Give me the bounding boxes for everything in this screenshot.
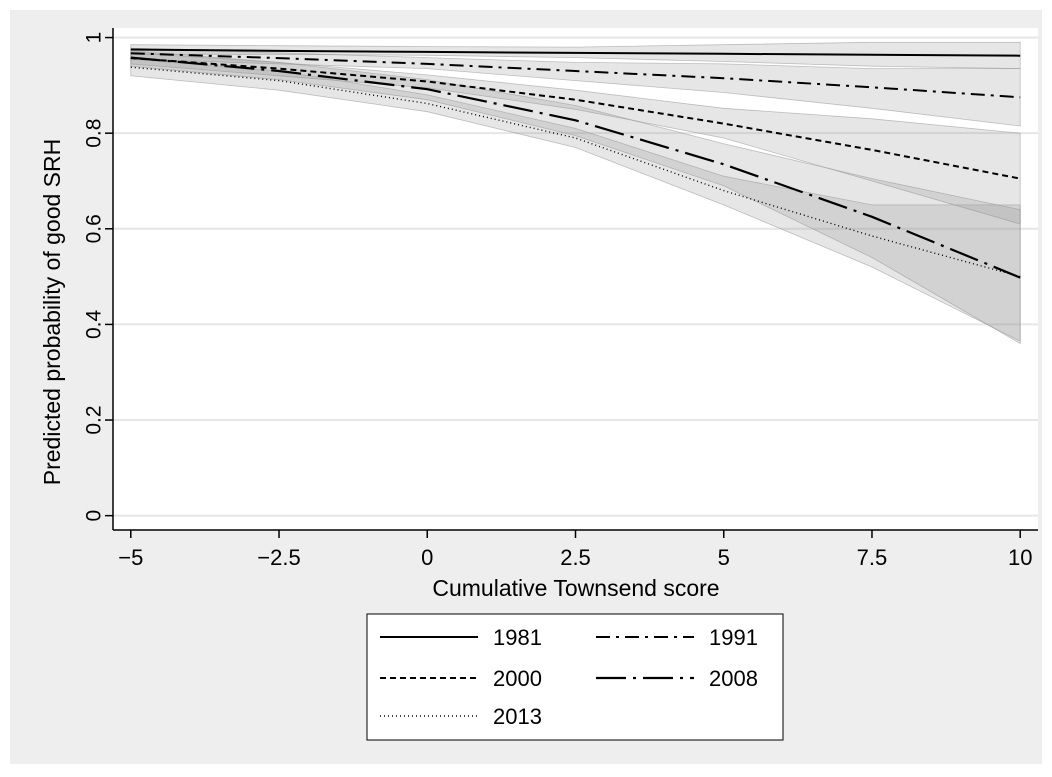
y-axis-label: Predicted probability of good SRH: [39, 139, 65, 485]
ci-band-1991: [130, 47, 1021, 127]
legend: 1981 1991 2000 2008 2013: [366, 613, 784, 741]
x-tick-label-2-5: 2.5: [560, 545, 591, 570]
y-tick-label-0-6: 0.6: [82, 214, 105, 243]
x-tick-label-7-5: 7.5: [857, 545, 888, 570]
x-axis-label: Cumulative Townsend score: [432, 575, 719, 601]
ci-band-2013: [130, 58, 1021, 342]
series-line-1991: [130, 52, 1021, 99]
series-line-2013: [130, 66, 1021, 278]
legend-label-1981: 1981: [493, 625, 542, 650]
legend-label-2000: 2000: [493, 666, 542, 691]
y-tick-label-0-8: 0.8: [82, 119, 105, 148]
series-lines: [130, 48, 1021, 279]
x-tick-label-5: −5: [118, 545, 143, 570]
x-tick-label-10: 10: [1008, 545, 1032, 570]
x-tick-label-5: 5: [718, 545, 730, 570]
legend-label-2008: 2008: [709, 666, 758, 691]
x-tick-label-0: 0: [421, 545, 433, 570]
grid-lines: [113, 36, 1038, 517]
y-tick-label-0-4: 0.4: [82, 310, 105, 340]
ci-band-2008: [130, 50, 1021, 345]
legend-label-2013: 2013: [493, 704, 542, 729]
y-tick-label-1: 1: [82, 32, 105, 44]
legend-box: [366, 613, 784, 741]
series-line-1981: [130, 48, 1021, 57]
ticks: 0 0.2 0.4 0.6 0.8 1 −5 −2.5 0 2.5 5 7.5 10: [82, 32, 1032, 570]
y-tick-label-0: 0: [82, 510, 105, 522]
series-line-2008: [130, 56, 1021, 279]
legend-label-1991: 1991: [709, 625, 758, 650]
plot-area: [113, 28, 1038, 530]
x-tick-label-2-5: −2.5: [257, 545, 300, 570]
confidence-bands: [130, 41, 1021, 345]
y-tick-label-0-2: 0.2: [82, 405, 105, 434]
